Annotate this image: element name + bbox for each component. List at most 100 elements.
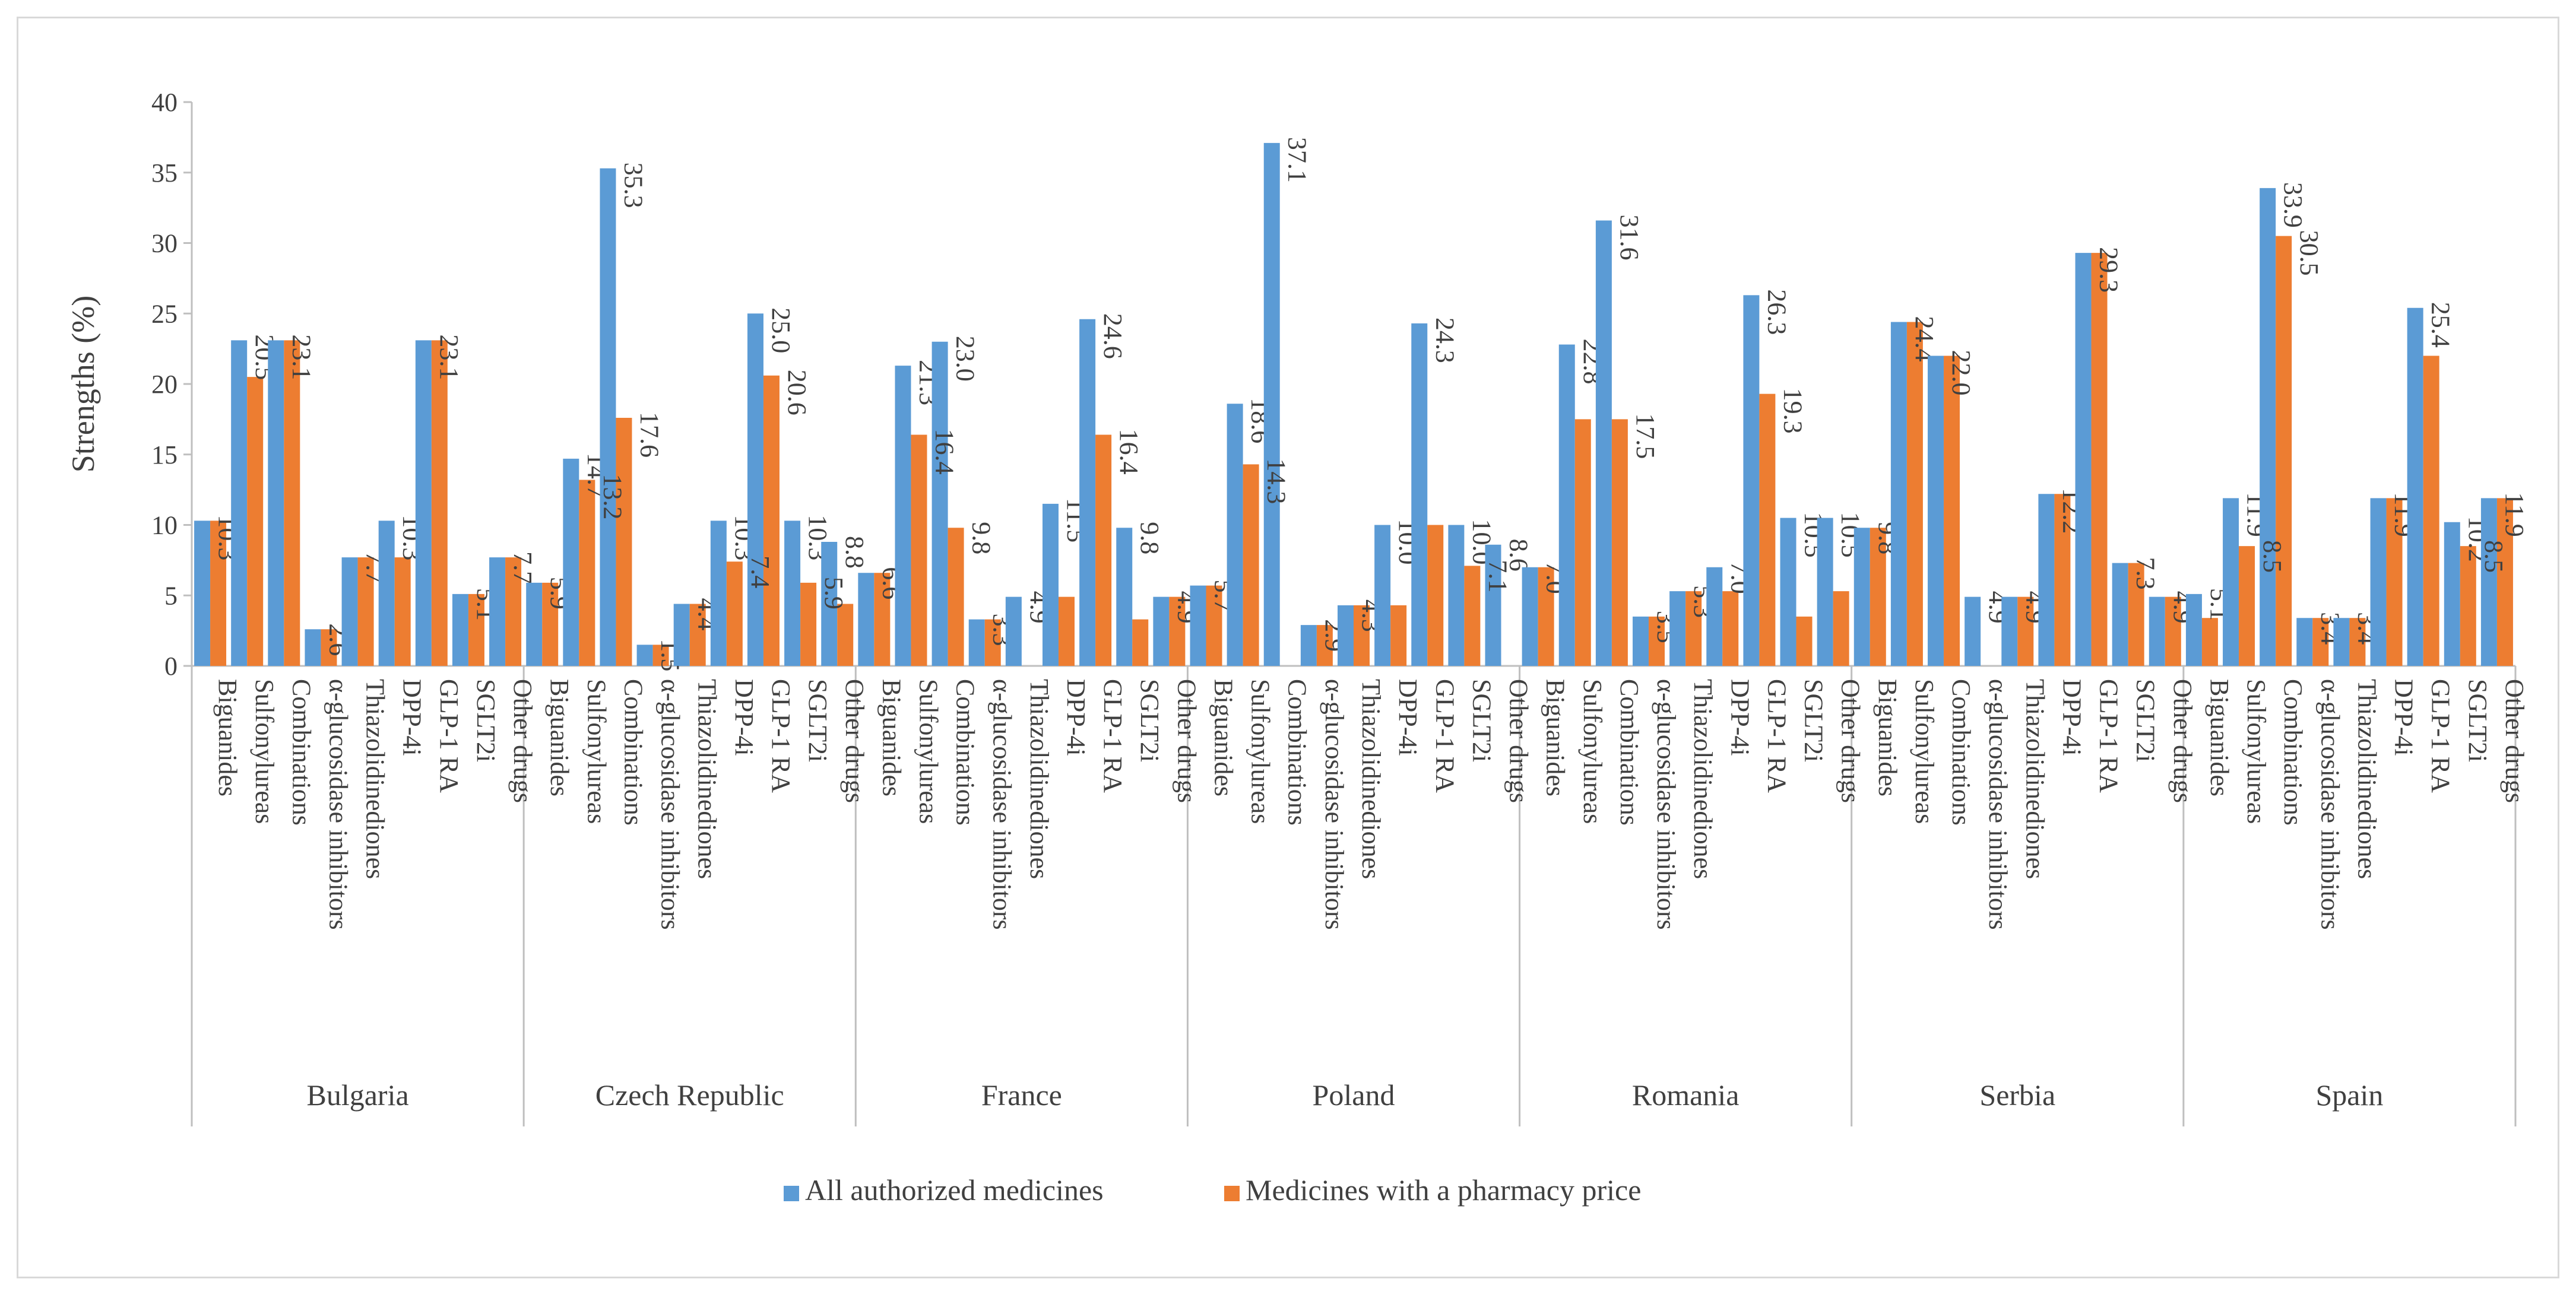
bar-pharmacy-price bbox=[394, 557, 411, 666]
bar-pharmacy-price bbox=[2276, 236, 2292, 666]
country-label: Spain bbox=[2315, 1078, 2383, 1112]
bar-pharmacy-price bbox=[1833, 591, 1849, 666]
category-label: Biguanides bbox=[2205, 679, 2234, 796]
category-label: Combinations bbox=[951, 679, 980, 826]
category-label: DPP-4i bbox=[2390, 679, 2419, 756]
category-label: GLP-1 RA bbox=[2095, 679, 2124, 793]
category-label: SGLT2i bbox=[471, 679, 500, 762]
category-label: Combinations bbox=[1615, 679, 1644, 826]
country-label: Poland bbox=[1313, 1078, 1395, 1112]
category-label: Biguanides bbox=[1873, 679, 1902, 796]
bar-pharmacy-price bbox=[1649, 616, 1665, 666]
bar-all-authorized bbox=[563, 458, 579, 666]
category-label: Thiazolidinediones bbox=[1025, 679, 1054, 879]
bar-pharmacy-price bbox=[247, 377, 264, 666]
data-label-pharmacy: 8.5 bbox=[2479, 540, 2508, 573]
data-label-pharmacy: 16.4 bbox=[1114, 429, 1143, 475]
bar-pharmacy-price bbox=[1944, 356, 1960, 666]
bar-all-authorized bbox=[2075, 253, 2092, 666]
bar-pharmacy-price bbox=[948, 528, 964, 666]
data-label-pharmacy: 19.3 bbox=[1778, 388, 1807, 434]
category-label: DPP-4i bbox=[1062, 679, 1091, 756]
bar-all-authorized bbox=[1558, 344, 1575, 666]
bar-pharmacy-price bbox=[874, 573, 891, 666]
bar-all-authorized bbox=[194, 520, 211, 666]
category-label: Combinations bbox=[619, 679, 648, 826]
data-label: 29.3 bbox=[2095, 247, 2124, 293]
category-label: SGLT2i bbox=[2131, 679, 2160, 762]
bar-pharmacy-price bbox=[984, 619, 1001, 666]
bar-pharmacy-price bbox=[800, 582, 817, 666]
bar-pharmacy-price bbox=[2165, 596, 2181, 666]
bar-all-authorized bbox=[452, 593, 468, 666]
data-label-pharmacy: 13.2 bbox=[598, 474, 627, 520]
bar-pharmacy-price bbox=[2091, 253, 2108, 666]
category-label: Biguanides bbox=[213, 679, 242, 796]
bar-all-authorized bbox=[710, 520, 727, 666]
bar-pharmacy-price bbox=[1316, 625, 1333, 666]
bar-pharmacy-price bbox=[2239, 546, 2255, 666]
bar-all-authorized bbox=[1817, 518, 1833, 666]
data-label: 24.3 bbox=[1430, 318, 1459, 363]
bar-all-authorized bbox=[968, 619, 985, 666]
bar-pharmacy-price bbox=[1574, 419, 1591, 666]
bar-all-authorized bbox=[489, 557, 506, 666]
country-label: Serbia bbox=[1979, 1078, 2055, 1112]
bar-pharmacy-price bbox=[321, 629, 337, 666]
bar-all-authorized bbox=[1338, 605, 1354, 666]
bar-pharmacy-price bbox=[763, 375, 780, 666]
bar-all-authorized bbox=[415, 340, 432, 666]
bar-all-authorized bbox=[2038, 494, 2055, 666]
bar-all-authorized bbox=[747, 313, 763, 666]
category-label: DPP-4i bbox=[398, 679, 427, 756]
bar-all-authorized bbox=[821, 542, 838, 666]
data-label: 33.9 bbox=[2279, 182, 2308, 228]
bar-pharmacy-price bbox=[652, 645, 669, 666]
bar-pharmacy-price bbox=[1870, 528, 1886, 666]
y-tick-label: 0 bbox=[164, 652, 178, 681]
data-label-pharmacy: 9.8 bbox=[967, 522, 996, 554]
bar-pharmacy-price bbox=[2496, 498, 2513, 666]
category-label: GLP-1 RA bbox=[1430, 679, 1459, 793]
category-label: α-glucosidase inhibitors bbox=[656, 679, 685, 930]
y-tick-label: 20 bbox=[151, 370, 178, 399]
category-label: SGLT2i bbox=[1135, 679, 1164, 762]
bar-all-authorized bbox=[2001, 596, 2018, 666]
bar-all-authorized bbox=[1853, 528, 1870, 666]
category-label: α-glucosidase inhibitors bbox=[1320, 679, 1349, 930]
y-axis-title: Strengths (%) bbox=[65, 296, 101, 472]
bar-all-authorized bbox=[1042, 503, 1059, 666]
bar-all-authorized bbox=[231, 340, 248, 666]
bar-pharmacy-price bbox=[431, 340, 448, 666]
bar-all-authorized bbox=[1079, 319, 1096, 666]
bar-pharmacy-price bbox=[837, 604, 854, 666]
data-label: 35.3 bbox=[619, 163, 648, 208]
category-label: Sulfonylureas bbox=[582, 679, 611, 824]
bar-all-authorized bbox=[2149, 596, 2165, 666]
data-label-pharmacy: 20.6 bbox=[782, 370, 812, 415]
bar-pharmacy-price bbox=[1538, 567, 1554, 666]
bar-all-authorized bbox=[1374, 525, 1391, 666]
bar-pharmacy-price bbox=[1206, 585, 1222, 666]
data-label: 8.6 bbox=[1504, 539, 1533, 572]
bar-all-authorized bbox=[600, 168, 616, 666]
bar-pharmacy-price bbox=[1464, 566, 1481, 666]
y-tick-label: 25 bbox=[151, 299, 178, 328]
data-label: 24.4 bbox=[1910, 316, 1939, 362]
bar-all-authorized bbox=[2370, 498, 2387, 666]
bar-pharmacy-price bbox=[1906, 322, 1923, 666]
bar-all-authorized bbox=[1928, 356, 1944, 666]
category-label: Combinations bbox=[2279, 679, 2308, 826]
bar-all-authorized bbox=[2444, 522, 2460, 666]
bar-pharmacy-price bbox=[2312, 618, 2329, 666]
category-label: GLP-1 RA bbox=[435, 679, 464, 793]
category-label: Biguanides bbox=[1209, 679, 1238, 796]
category-label: Other drugs bbox=[840, 679, 869, 803]
bar-all-authorized bbox=[2112, 563, 2128, 666]
data-label: 25.0 bbox=[766, 307, 796, 353]
bar-all-authorized bbox=[858, 573, 874, 666]
data-label: 9.8 bbox=[1135, 522, 1164, 554]
data-label-pharmacy: 7.1 bbox=[1483, 560, 1512, 592]
category-label: Thiazolidinediones bbox=[2020, 679, 2049, 879]
bar-all-authorized bbox=[673, 604, 690, 666]
